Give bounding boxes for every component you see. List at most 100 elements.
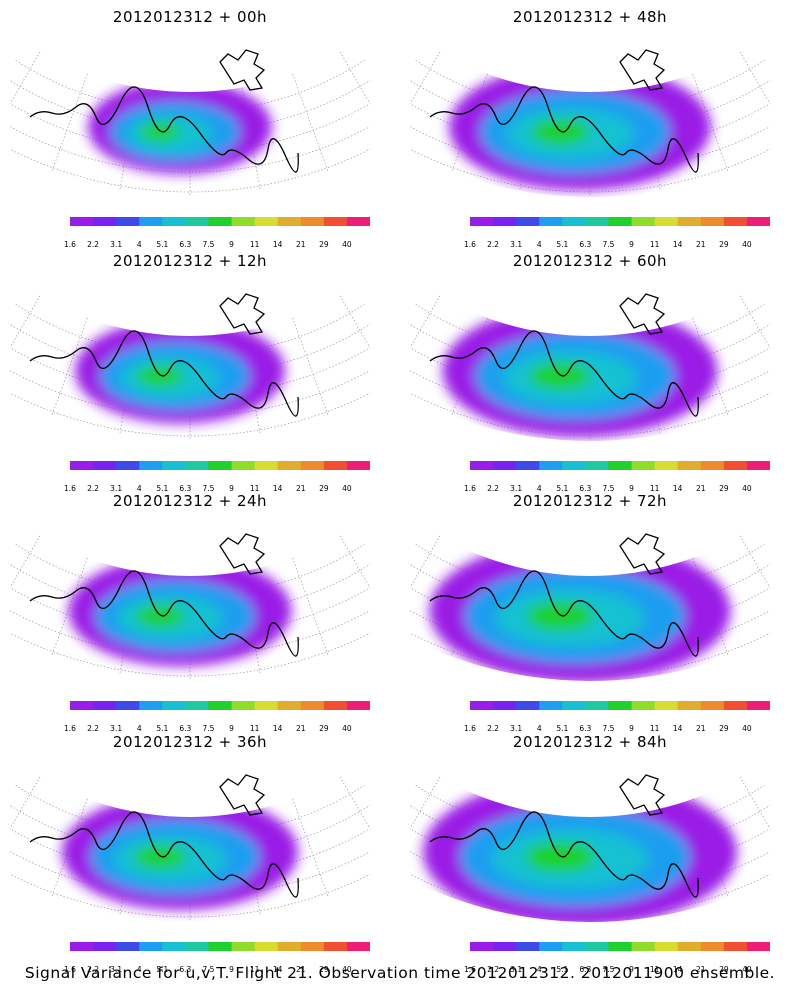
colorbar-label: 11	[649, 724, 660, 733]
colorbar-label: 6.3	[179, 724, 192, 733]
colorbar-label: 9	[629, 240, 634, 249]
colorbar-label: 1.6	[464, 484, 476, 493]
colorbar-swatch	[254, 942, 279, 951]
colorbar-swatch	[231, 942, 256, 951]
colorbar-swatch	[231, 217, 256, 226]
colorbar-label: 1.6	[464, 965, 476, 974]
colorbar-label: 6.3	[579, 965, 592, 974]
colorbar-swatch	[585, 942, 609, 951]
colorbar-swatch	[608, 461, 633, 470]
panel-title: 2012012312 + 12h	[112, 252, 268, 270]
colorbar-swatch	[254, 701, 279, 710]
colorbar-label: 5.1	[156, 240, 169, 249]
colorbar-swatch	[608, 942, 633, 951]
panel-title: 2012012312 + 24h	[112, 492, 268, 510]
variance-field	[62, 794, 298, 910]
colorbar-swatch	[723, 217, 748, 226]
variance-map	[410, 293, 770, 441]
colorbar-swatch	[277, 461, 302, 470]
colorbar	[470, 217, 770, 226]
colorbar-label: 6.3	[579, 724, 592, 733]
colorbar-swatch	[116, 217, 140, 226]
arctic-islands	[619, 293, 666, 335]
colorbar-label: 5.1	[156, 724, 169, 733]
variance-field	[449, 63, 711, 191]
colorbar-swatch	[470, 942, 494, 951]
colorbar-label: 29	[719, 484, 729, 493]
colorbar-swatch	[185, 701, 209, 710]
colorbar-label: 11	[249, 484, 260, 493]
colorbar-label: 4	[536, 484, 542, 493]
colorbar-swatch	[346, 461, 370, 470]
forecast-panel: 2012012312 + 48h 1.6 2.2 3.1 4 5.1 6.3 7.5 9 11 14…	[410, 8, 770, 249]
colorbar-swatch	[139, 701, 163, 710]
colorbar-swatch	[277, 942, 302, 951]
colorbar-label: 7.5	[202, 484, 215, 493]
colorbar-swatch	[677, 461, 702, 470]
colorbar-label: 3.1	[110, 724, 123, 733]
colorbar-label: 40	[742, 724, 752, 733]
colorbar-label: 7.5	[602, 965, 615, 974]
colorbar-label: 11	[249, 724, 260, 733]
colorbar-label: 3.1	[510, 240, 523, 249]
colorbar-label: 9	[229, 965, 234, 974]
coastline	[429, 330, 699, 417]
coastline	[29, 570, 299, 657]
colorbar-label: 21	[295, 240, 306, 249]
colorbar-swatch	[723, 701, 748, 710]
colorbar-label: 14	[672, 965, 683, 974]
colorbar-label: 9	[229, 724, 234, 733]
colorbar-swatch	[746, 461, 770, 470]
colorbar-swatch	[516, 461, 540, 470]
colorbar-label: 6.3	[579, 484, 592, 493]
colorbar	[70, 701, 370, 710]
colorbar-swatch	[493, 942, 517, 951]
colorbar-label: 6.3	[179, 965, 192, 974]
colorbar-label: 2.2	[487, 724, 500, 733]
colorbar-label: 1.6	[64, 724, 76, 733]
colorbar-label: 14	[272, 484, 283, 493]
colorbar-swatch	[70, 217, 94, 226]
colorbar-label: 7.5	[202, 965, 215, 974]
colorbar-label: 21	[295, 965, 306, 974]
colorbar	[70, 217, 370, 226]
colorbar-swatch	[654, 217, 679, 226]
colorbar-swatch	[116, 701, 140, 710]
variance-map	[10, 533, 370, 681]
colorbar-label: 29	[719, 240, 729, 249]
colorbar-label: 9	[629, 484, 634, 493]
colorbar-label: 1.6	[64, 965, 76, 974]
colorbar-swatch	[70, 461, 94, 470]
colorbar	[470, 701, 770, 710]
colorbar-swatch	[493, 461, 517, 470]
panel-title: 2012012312 + 48h	[512, 8, 668, 26]
colorbar-label: 7.5	[202, 724, 215, 733]
colorbar-swatch	[562, 701, 586, 710]
colorbar-swatch	[208, 701, 233, 710]
colorbar-swatch	[700, 701, 725, 710]
forecast-panel: 2012012312 + 84h 1.6 2.2 3.1 4 5.1 6.3 7.5 9 11 14…	[410, 733, 770, 974]
colorbar-swatch	[162, 701, 186, 710]
colorbar-label: 29	[719, 724, 729, 733]
variance-field	[429, 539, 731, 682]
colorbar-swatch	[493, 701, 517, 710]
colorbar-swatch	[516, 217, 540, 226]
colorbar-label: 5.1	[556, 240, 569, 249]
colorbar-label: 1.6	[64, 484, 76, 493]
colorbar-swatch	[631, 461, 656, 470]
colorbar-swatch	[277, 217, 302, 226]
colorbar-swatch	[300, 461, 325, 470]
colorbar-label: 21	[695, 484, 706, 493]
colorbar-swatch	[231, 701, 256, 710]
variance-field	[68, 555, 292, 667]
forecast-panel: 2012012312 + 36h 1.6 2.2 3.1 4 5.1 6.3 7.5 9 11 14…	[10, 733, 370, 974]
colorbar-label: 9	[229, 484, 234, 493]
coastline	[429, 570, 699, 657]
colorbar-swatch	[300, 942, 325, 951]
colorbar-label: 40	[342, 484, 352, 493]
variance-map	[410, 774, 770, 923]
colorbar-label: 3.1	[110, 965, 123, 974]
colorbar-label: 11	[649, 484, 660, 493]
colorbar-label: 5.1	[156, 484, 169, 493]
colorbar-swatch	[677, 701, 702, 710]
